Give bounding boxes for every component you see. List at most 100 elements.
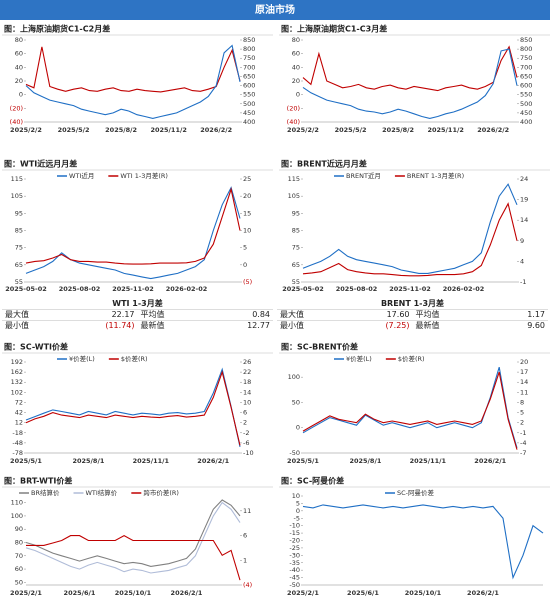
cell: 最新值 [140,321,165,330]
y-tick-label: 162 [11,368,23,376]
chart-title: 图：SC-BRENT价差 [281,342,358,352]
y-tick-label: 15 [243,209,251,217]
y-tick-label: 700 [243,63,255,71]
x-tick-label: 2025/11/1 [133,457,170,465]
y-tick-label: 850 [520,36,532,44]
x-tick-label: 2025/6/1 [64,589,96,597]
x-tick-label: 2025/2/1 [10,589,42,597]
x-tick-label: 2026/2/2 [200,126,232,134]
y-tick-label: 5 [520,409,524,417]
cell: 平均值 [415,310,440,319]
y-tick-label: 18 [243,378,251,386]
x-tick-label: 2025/11/2 [427,126,463,134]
table: WTI 1-3月差 最大值 22.17 平均值 0.84 最小值 (11.74) 最新值 1… [2,298,273,331]
cell: 22.17 [111,310,135,319]
y-tick-label: 65 [15,261,23,269]
legend-label: BRENT近月 [346,171,381,180]
y-tick-label: 8 [520,398,524,406]
x-tick-label: 2025-11-02 [389,285,431,293]
series-line [25,44,241,119]
y-tick-label: -45 [289,574,300,582]
y-tick-label: 22 [243,368,251,376]
y-tick-label: 0 [296,91,300,99]
x-tick-label: 2025/2/2 [287,126,319,134]
legend-label: WTI结算价 [85,488,117,497]
y-tick-label: 85 [15,227,23,235]
y-tick-label: 850 [243,36,255,44]
y-tick-label: 2 [243,419,247,427]
table-row: 最大值 17.60 平均值 1.17 [277,309,548,320]
cell: 平均值 [140,310,165,319]
x-tick-label: 2025/10/1 [115,589,152,597]
y-tick-label: -1 [520,278,526,286]
series-line [25,370,241,446]
series-line [25,46,241,93]
y-tick-label: (5) [243,278,252,286]
y-tick-label: 80 [292,36,300,44]
y-tick-label: 80 [15,36,23,44]
cell: 1.17 [527,310,545,319]
y-tick-label: -10 [289,522,300,530]
y-tick-label: 50 [15,578,23,586]
y-tick-label: 40 [15,63,23,71]
x-tick-label: 2025/8/2 [382,126,414,134]
y-tick-label: 4 [520,257,524,265]
x-tick-label: 2026-02-02 [166,285,208,293]
y-tick-label: 600 [520,82,532,90]
y-tick-label: 40 [292,63,300,71]
legend-label: WTI 1-3月差(R) [120,171,168,180]
y-tick-label: 55 [15,278,23,286]
y-tick-label: 115 [288,175,300,183]
y-tick-label: -20 [289,537,300,545]
y-tick-label: 10 [292,492,300,500]
y-tick-label: -4 [520,439,526,447]
y-tick-label: 10 [243,227,251,235]
y-tick-label: 17 [520,368,528,376]
y-tick-label: 50 [292,398,300,406]
y-tick-label: 14 [520,216,528,224]
y-tick-label: -18 [12,429,23,437]
y-tick-label: 95 [15,209,23,217]
x-tick-label: 2025-05-02 [5,285,47,293]
y-tick-label: 6 [243,532,247,540]
y-tick-label: 60 [15,50,23,58]
y-tick-label: 80 [15,538,23,546]
x-tick-label: 2026/2/1 [171,589,203,597]
y-tick-label: 75 [292,244,300,252]
chart-title: 图：SC-WTI价差 [4,342,68,352]
table: BRENT 1-3月差 最大值 17.60 平均值 1.17 最小值 (7.25) 最新值… [277,298,548,331]
y-tick-label: 19 [520,196,528,204]
y-tick-label: 400 [520,118,532,126]
y-tick-label: 400 [243,118,255,126]
series-line [25,367,241,448]
y-tick-label: -2 [243,429,249,437]
series-line [25,501,241,574]
y-tick-label: -15 [289,529,300,537]
cell: 最小值 [5,321,29,330]
x-tick-label: 2025/8/1 [72,457,104,465]
x-tick-label: 2025-05-02 [282,285,324,293]
x-tick-label: 2026-02-02 [443,285,485,293]
y-tick-label: 85 [292,227,300,235]
y-tick-label: 700 [520,63,532,71]
series-line [25,186,241,280]
y-tick-label: 25 [243,175,251,183]
y-tick-label: 102 [11,388,23,396]
legend-label: WTI近月 [69,171,94,180]
y-tick-label: (40) [10,118,23,126]
chart-title: 图：上海原油期货C1-C2月差 [4,24,110,34]
x-tick-label: 2025/8/2 [105,126,137,134]
series-line [302,48,518,119]
y-tick-label: 650 [243,72,255,80]
y-tick-label: 55 [292,278,300,286]
x-tick-label: 2026/2/1 [467,589,499,597]
y-tick-label: 9 [520,237,524,245]
y-tick-label: 0 [243,261,247,269]
x-tick-label: 2026/2/1 [197,457,229,465]
y-tick-label: 115 [11,175,23,183]
y-tick-label: 20 [243,192,251,200]
y-tick-label: -50 [289,449,300,457]
cell: 0.84 [252,310,270,319]
y-tick-label: 5 [243,244,247,252]
